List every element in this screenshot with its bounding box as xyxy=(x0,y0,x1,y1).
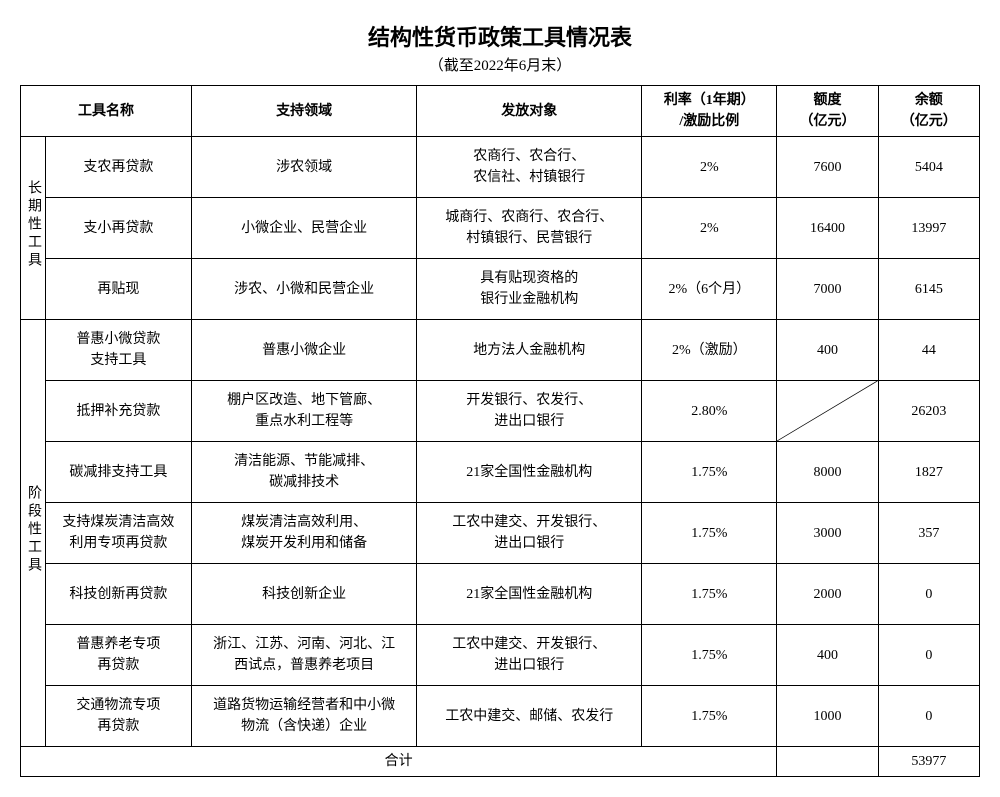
table-row: 普惠养老专项再贷款浙江、江苏、河南、河北、江西试点，普惠养老项目工农中建交、开发… xyxy=(21,625,980,686)
page-subtitle: （截至2022年6月末） xyxy=(20,54,980,75)
cell: 支小再贷款 xyxy=(45,198,191,259)
cell: 工农中建交、开发银行、进出口银行 xyxy=(417,503,642,564)
table-row: 阶段性工具普惠小微贷款支持工具普惠小微企业地方法人金融机构2%（激励）40044 xyxy=(21,320,980,381)
cell: 5404 xyxy=(878,137,979,198)
cell: 普惠小微贷款支持工具 xyxy=(45,320,191,381)
cell: 具有贴现资格的银行业金融机构 xyxy=(417,259,642,320)
total-label: 合计 xyxy=(21,747,777,777)
col-field: 支持领域 xyxy=(192,86,417,137)
cell: 煤炭清洁高效利用、煤炭开发利用和储备 xyxy=(192,503,417,564)
cell: 16400 xyxy=(777,198,878,259)
cell: 地方法人金融机构 xyxy=(417,320,642,381)
cell: 棚户区改造、地下管廊、重点水利工程等 xyxy=(192,381,417,442)
cell: 支持煤炭清洁高效利用专项再贷款 xyxy=(45,503,191,564)
cell: 7600 xyxy=(777,137,878,198)
cell: 小微企业、民营企业 xyxy=(192,198,417,259)
table-row: 碳减排支持工具清洁能源、节能减排、碳减排技术21家全国性金融机构1.75%800… xyxy=(21,442,980,503)
cell: 科技创新企业 xyxy=(192,564,417,625)
cell: 工农中建交、开发银行、进出口银行 xyxy=(417,625,642,686)
table-row: 长期性工具支农再贷款涉农领域农商行、农合行、农信社、村镇银行2%76005404 xyxy=(21,137,980,198)
page-title: 结构性货币政策工具情况表 xyxy=(20,20,980,52)
col-balance: 余额（亿元） xyxy=(878,86,979,137)
col-quota: 额度（亿元） xyxy=(777,86,878,137)
table-row: 抵押补充贷款棚户区改造、地下管廊、重点水利工程等开发银行、农发行、进出口银行2.… xyxy=(21,381,980,442)
total-empty xyxy=(777,747,878,777)
cell: 普惠养老专项再贷款 xyxy=(45,625,191,686)
cell: 农商行、农合行、农信社、村镇银行 xyxy=(417,137,642,198)
cell: 0 xyxy=(878,625,979,686)
cell: 1.75% xyxy=(642,686,777,747)
cell xyxy=(777,381,878,442)
cell: 开发银行、农发行、进出口银行 xyxy=(417,381,642,442)
cell: 科技创新再贷款 xyxy=(45,564,191,625)
cell: 357 xyxy=(878,503,979,564)
cell: 1.75% xyxy=(642,503,777,564)
cell: 44 xyxy=(878,320,979,381)
cell: 0 xyxy=(878,564,979,625)
cell: 13997 xyxy=(878,198,979,259)
cell: 2000 xyxy=(777,564,878,625)
cell: 1.75% xyxy=(642,625,777,686)
cell: 400 xyxy=(777,320,878,381)
cell: 0 xyxy=(878,686,979,747)
table-row: 交通物流专项再贷款道路货物运输经营者和中小微物流（含快递）企业工农中建交、邮储、… xyxy=(21,686,980,747)
cell: 400 xyxy=(777,625,878,686)
col-rate: 利率（1年期）/激励比例 xyxy=(642,86,777,137)
table-row: 支小再贷款小微企业、民营企业城商行、农商行、农合行、村镇银行、民营银行2%164… xyxy=(21,198,980,259)
table-row: 支持煤炭清洁高效利用专项再贷款煤炭清洁高效利用、煤炭开发利用和储备工农中建交、开… xyxy=(21,503,980,564)
cell: 1827 xyxy=(878,442,979,503)
cell: 1.75% xyxy=(642,442,777,503)
cell: 抵押补充贷款 xyxy=(45,381,191,442)
cell: 3000 xyxy=(777,503,878,564)
cell: 城商行、农商行、农合行、村镇银行、民营银行 xyxy=(417,198,642,259)
cell: 21家全国性金融机构 xyxy=(417,564,642,625)
cell: 清洁能源、节能减排、碳减排技术 xyxy=(192,442,417,503)
col-object: 发放对象 xyxy=(417,86,642,137)
table-row: 再贴现涉农、小微和民营企业具有贴现资格的银行业金融机构2%（6个月）700061… xyxy=(21,259,980,320)
col-name: 工具名称 xyxy=(21,86,192,137)
total-value: 53977 xyxy=(878,747,979,777)
cell: 涉农领域 xyxy=(192,137,417,198)
cell: 涉农、小微和民营企业 xyxy=(192,259,417,320)
cell: 道路货物运输经营者和中小微物流（含快递）企业 xyxy=(192,686,417,747)
cell: 7000 xyxy=(777,259,878,320)
cell: 交通物流专项再贷款 xyxy=(45,686,191,747)
cell: 26203 xyxy=(878,381,979,442)
cell: 1.75% xyxy=(642,564,777,625)
group-label: 长期性工具 xyxy=(21,137,46,320)
cell: 再贴现 xyxy=(45,259,191,320)
table-row: 科技创新再贷款科技创新企业21家全国性金融机构1.75%20000 xyxy=(21,564,980,625)
cell: 2%（激励） xyxy=(642,320,777,381)
cell: 2%（6个月） xyxy=(642,259,777,320)
cell: 2.80% xyxy=(642,381,777,442)
cell: 支农再贷款 xyxy=(45,137,191,198)
policy-table: 工具名称 支持领域 发放对象 利率（1年期）/激励比例 额度（亿元） 余额（亿元… xyxy=(20,85,980,777)
cell: 6145 xyxy=(878,259,979,320)
cell: 浙江、江苏、河南、河北、江西试点，普惠养老项目 xyxy=(192,625,417,686)
cell: 碳减排支持工具 xyxy=(45,442,191,503)
cell: 2% xyxy=(642,198,777,259)
cell: 工农中建交、邮储、农发行 xyxy=(417,686,642,747)
cell: 1000 xyxy=(777,686,878,747)
group-label: 阶段性工具 xyxy=(21,320,46,747)
cell: 8000 xyxy=(777,442,878,503)
cell: 21家全国性金融机构 xyxy=(417,442,642,503)
cell: 2% xyxy=(642,137,777,198)
cell: 普惠小微企业 xyxy=(192,320,417,381)
